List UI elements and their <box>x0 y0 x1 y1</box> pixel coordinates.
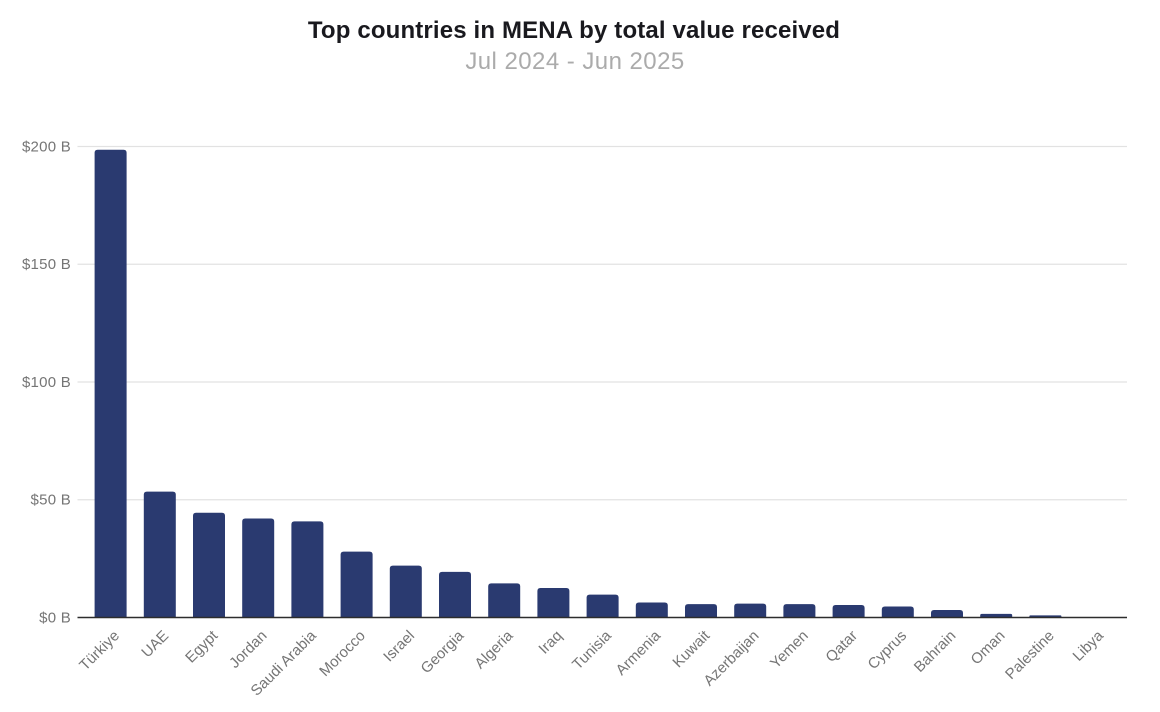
svg-text:$150 B: $150 B <box>22 256 71 273</box>
svg-text:$0 B: $0 B <box>39 609 71 626</box>
svg-text:Top countries in MENA by total: Top countries in MENA by total value rec… <box>308 17 840 44</box>
svg-text:Jul 2024 - Jun 2025: Jul 2024 - Jun 2025 <box>465 48 684 75</box>
svg-text:$100 B: $100 B <box>22 374 71 391</box>
svg-text:$50 B: $50 B <box>31 492 71 509</box>
svg-text:$200 B: $200 B <box>22 138 71 155</box>
